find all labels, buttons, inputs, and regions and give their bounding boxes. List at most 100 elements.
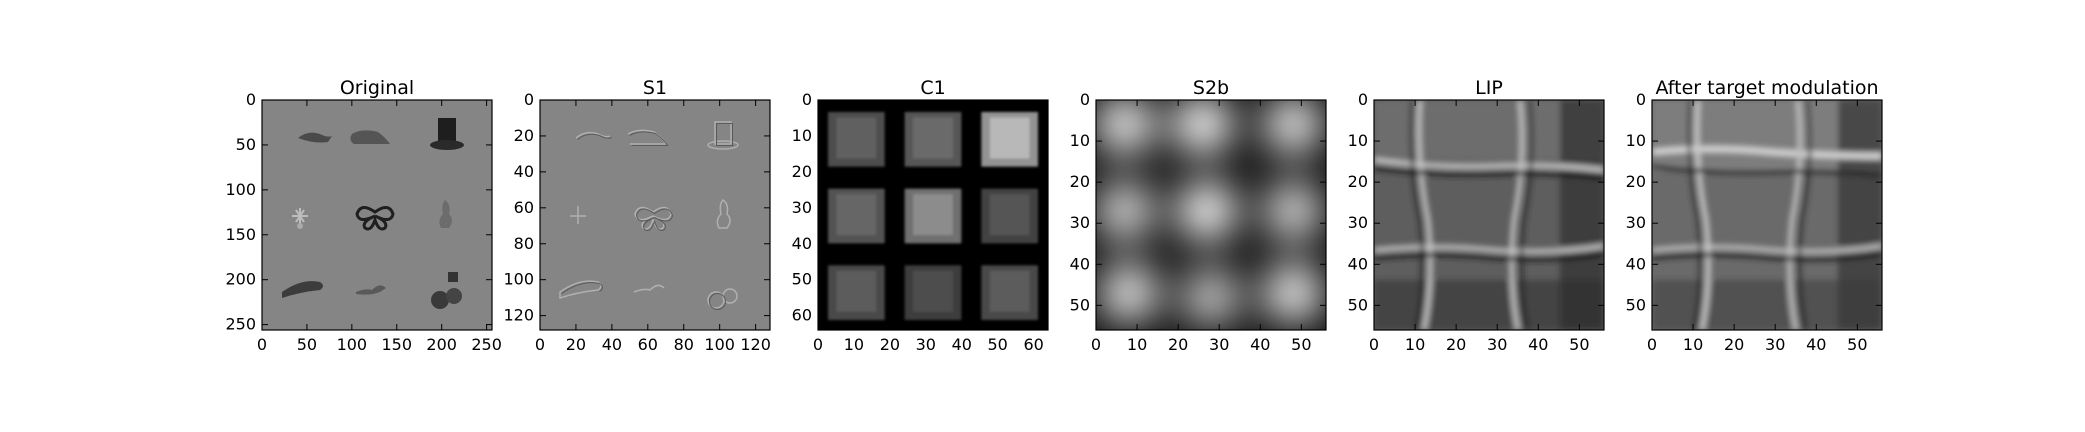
x-tick-label: 100 xyxy=(704,335,735,354)
y-tick-label: 20 xyxy=(514,126,534,145)
y-tick-label: 0 xyxy=(246,90,256,109)
y-tick-label: 50 xyxy=(1626,295,1646,314)
y-tick-label: 40 xyxy=(792,234,812,253)
plot-frame xyxy=(261,99,493,331)
panel-s1: S1 0 20 40 60 8 xyxy=(503,77,770,354)
object-hat xyxy=(282,281,323,298)
y-tick-label: 150 xyxy=(225,225,256,244)
y-tick-label: 80 xyxy=(514,234,534,253)
object-chandelier xyxy=(292,208,308,229)
x-tick-label: 0 xyxy=(1369,335,1379,354)
x-tick-label: 10 xyxy=(1405,335,1425,354)
y-tick-label: 50 xyxy=(1070,295,1090,314)
x-tick-label: 20 xyxy=(1724,335,1744,354)
heatmap-image xyxy=(818,100,1048,330)
panel-lip: LIP 0 10 20 30 40 50 0 10 20 30 40 50 xyxy=(1348,77,1605,354)
x-tick-label: 200 xyxy=(426,335,457,354)
y-tick-label: 0 xyxy=(1358,90,1368,109)
y-tick-label: 10 xyxy=(1070,131,1090,150)
y-tick-label: 100 xyxy=(225,180,256,199)
x-tick-label: 50 xyxy=(988,335,1008,354)
panel-title: S1 xyxy=(643,77,667,99)
c1-block-core xyxy=(913,117,953,159)
panel-s2b: S2b 0 10 20 30 40 50 0 10 20 30 40 50 xyxy=(1070,77,1327,354)
s2b-blob xyxy=(1176,180,1237,241)
y-tick-label: 60 xyxy=(514,198,534,217)
y-tick-label: 100 xyxy=(503,270,534,289)
panel-title: S2b xyxy=(1193,77,1229,99)
y-tick-label: 30 xyxy=(1626,213,1646,232)
object-cherries xyxy=(431,272,462,309)
c1-block-core xyxy=(913,194,953,236)
y-tick-label: 0 xyxy=(1080,90,1090,109)
y-tick-label: 0 xyxy=(1636,90,1646,109)
x-tick-label: 0 xyxy=(257,335,267,354)
y-tick-label: 10 xyxy=(1348,131,1368,150)
x-tick-label: 20 xyxy=(566,335,586,354)
x-tick-label: 10 xyxy=(844,335,864,354)
c1-block-core xyxy=(836,270,877,312)
x-tick-label: 50 xyxy=(1847,335,1867,354)
plot-frame xyxy=(1651,99,1883,331)
panel-title: After target modulation xyxy=(1655,77,1878,99)
y-tick-label: 30 xyxy=(1348,213,1368,232)
c1-block-core xyxy=(913,270,953,312)
s2b-blob xyxy=(1096,180,1155,241)
object-dinosaur xyxy=(356,285,386,295)
y-tick-label: 250 xyxy=(225,315,256,334)
y-tick-label: 30 xyxy=(792,198,812,217)
c1-block-core xyxy=(989,194,1030,236)
x-tick-label: 40 xyxy=(1250,335,1270,354)
y-tick-label: 40 xyxy=(1070,254,1090,273)
x-tick-label: 50 xyxy=(297,335,317,354)
c1-block-core xyxy=(989,270,1030,312)
s2b-blob xyxy=(1172,100,1233,155)
s2b-blob xyxy=(1181,267,1241,328)
x-tick-label: 0 xyxy=(1091,335,1101,354)
x-tick-label: 60 xyxy=(1023,335,1043,354)
x-tick-label: 40 xyxy=(1806,335,1826,354)
heatmap-image xyxy=(1096,100,1326,330)
plot-frame xyxy=(1095,99,1327,331)
x-tick-label: 0 xyxy=(813,335,823,354)
x-tick-label: 30 xyxy=(1487,335,1507,354)
c1-block-core xyxy=(836,117,877,159)
plot-frame xyxy=(817,99,1049,331)
panel-title: C1 xyxy=(920,77,945,99)
x-tick-label: 60 xyxy=(638,335,658,354)
y-tick-label: 50 xyxy=(792,270,812,289)
y-tick-label: 10 xyxy=(1626,131,1646,150)
object-hand xyxy=(298,132,332,143)
panel-after-target-modulation: After target modulation 0 10 20 30 40 50 0 10 20… xyxy=(1626,77,1883,354)
heatmap-image xyxy=(1374,100,1604,330)
x-tick-label: 120 xyxy=(740,335,771,354)
c1-block-core xyxy=(989,117,1030,159)
panel-title: Original xyxy=(340,77,414,99)
object-top-hat xyxy=(430,118,464,150)
x-tick-label: 80 xyxy=(674,335,694,354)
x-tick-label: 20 xyxy=(1446,335,1466,354)
x-tick-label: 50 xyxy=(1291,335,1311,354)
x-tick-label: 40 xyxy=(952,335,972,354)
axes-ticks: 0 10 20 30 40 50 0 10 20 30 40 50 xyxy=(1626,90,1882,354)
x-tick-label: 10 xyxy=(1127,335,1147,354)
s2b-blob xyxy=(1098,263,1159,324)
y-tick-label: 200 xyxy=(225,270,256,289)
x-tick-label: 0 xyxy=(1647,335,1657,354)
x-tick-label: 20 xyxy=(880,335,900,354)
y-tick-label: 120 xyxy=(503,306,534,325)
x-tick-label: 50 xyxy=(1569,335,1589,354)
s2b-blob xyxy=(1263,180,1324,241)
x-tick-label: 30 xyxy=(1765,335,1785,354)
object-shoe xyxy=(350,130,390,144)
x-tick-label: 40 xyxy=(1528,335,1548,354)
y-tick-label: 40 xyxy=(514,162,534,181)
x-tick-label: 0 xyxy=(535,335,545,354)
y-tick-label: 50 xyxy=(1348,295,1368,314)
